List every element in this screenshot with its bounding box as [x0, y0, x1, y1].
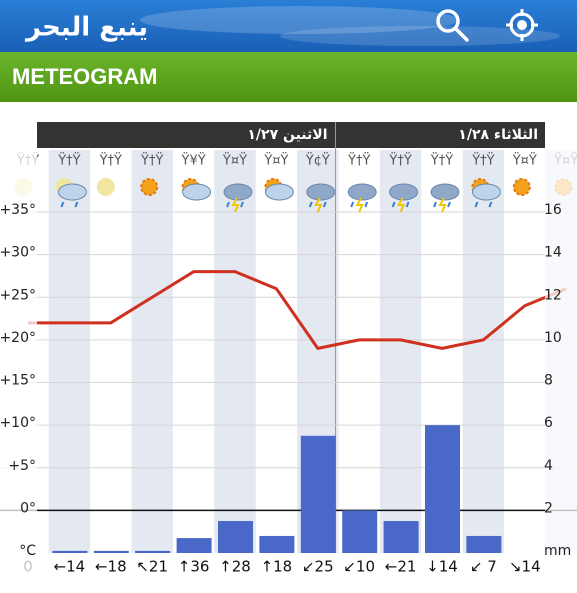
wind-label: ↑18 [261, 558, 293, 576]
weather-icon [512, 178, 531, 196]
locate-button[interactable] [506, 9, 538, 41]
wind-label: ←14 [54, 558, 86, 576]
precip-bar [342, 510, 378, 553]
precip-bar [259, 535, 295, 553]
section-bar [0, 52, 577, 102]
weather-icon [355, 197, 364, 213]
wind-label: ↙ 7 [470, 558, 497, 576]
y2-tick-label: 16 [544, 202, 562, 218]
weather-icon [391, 201, 410, 208]
precip-bar [425, 425, 460, 553]
weather-icon [314, 197, 323, 213]
wind-label: ↑28 [219, 558, 251, 576]
hour-label: Ÿ†Ÿ [57, 153, 80, 169]
weather-icon [433, 201, 451, 208]
hour-label: Ÿ†Ÿ [99, 153, 122, 169]
y2-tick-label: 6 [544, 415, 553, 431]
section-title: METEOGRAM [12, 64, 157, 89]
wind-label: ↙10 [343, 558, 375, 576]
column-stripe [48, 150, 91, 553]
y-tick-label: +35° [0, 202, 36, 218]
day-label: الاثنين ١/٢٧ [247, 127, 327, 143]
y2-tick-label: 4 [544, 458, 553, 474]
hour-label: Ÿ†Ÿ [347, 153, 370, 169]
wind-label: ←21 [385, 558, 417, 576]
wind-label: ↑36 [178, 558, 210, 576]
precip-bar [135, 550, 171, 553]
hour-label: Ÿ¢Ÿ [305, 153, 330, 169]
hour-label: Ÿ†Ÿ [471, 153, 494, 169]
y2-tick-label: 10 [544, 330, 562, 346]
weather-icon [306, 183, 336, 201]
wind-label: ↘14 [509, 558, 541, 576]
weather-icon [430, 183, 460, 201]
precip-bar [300, 435, 336, 553]
hour-label: Ÿ†Ÿ [388, 153, 411, 169]
y2-tick-label: 2 [544, 500, 553, 516]
edge-fade [0, 148, 37, 593]
y-tick-label: +5° [8, 458, 36, 474]
precip-bar [52, 550, 88, 553]
y-tick-label: 0° [20, 500, 36, 516]
weather-icon [474, 201, 493, 208]
hour-label: Ÿ†Ÿ [140, 153, 163, 169]
precip-bar [466, 535, 502, 553]
weather-icon [347, 183, 377, 201]
weather-icon [264, 183, 294, 201]
y-tick-label: +20° [0, 330, 36, 346]
weather-icon [223, 183, 253, 201]
weather-icon [57, 183, 87, 201]
column-stripe [379, 150, 422, 553]
hour-label: Ÿ¤Ÿ [222, 153, 247, 169]
y2-tick-label: 8 [544, 373, 553, 389]
column-stripe [214, 150, 256, 553]
y-tick-label: +15° [0, 373, 36, 389]
hour-label: Ÿ¥Ÿ [181, 153, 206, 169]
weather-icon [438, 197, 447, 213]
weather-icon [396, 197, 406, 213]
hour-label: Ÿ¤Ÿ [263, 153, 288, 169]
y-tick-label: +25° [0, 287, 36, 303]
cloud-decoration [280, 26, 560, 46]
weather-icon [308, 201, 327, 208]
temperature-line [28, 270, 567, 350]
weather-icon [471, 183, 501, 201]
weather-icon [60, 201, 79, 208]
y2-tick-label: 14 [544, 245, 562, 261]
wind-label: ↖21 [136, 558, 168, 576]
column-stripe [131, 150, 173, 553]
hour-label: Ÿ¤Ÿ [512, 153, 537, 169]
weather-icon [226, 201, 244, 208]
wind-label: ↓14 [426, 558, 458, 576]
precip-bar [93, 550, 129, 553]
weather-icon [96, 178, 115, 196]
precip-bar [176, 538, 212, 553]
weather-icon [350, 201, 369, 208]
hour-label: Ÿ†Ÿ [430, 153, 453, 169]
y-tick-label: °C [19, 543, 36, 559]
y-tick-label: +30° [0, 245, 36, 261]
y2-tick-label: 12 [544, 287, 562, 303]
column-stripe [462, 150, 505, 553]
top-bar [0, 0, 577, 52]
precip-bar [218, 521, 253, 553]
search-button[interactable] [436, 9, 469, 42]
precip-bar [383, 521, 419, 553]
city-title: ينبع البحر [24, 13, 148, 43]
wind-label: ↙25 [302, 558, 334, 576]
wind-label: ←18 [95, 558, 127, 576]
day-label: الثلاثاء ١/٢٨ [458, 127, 538, 143]
weather-icon [182, 183, 212, 201]
weather-icon [389, 183, 419, 201]
weather-icon [231, 197, 240, 213]
cloud-decoration [140, 6, 460, 34]
date-bar [37, 122, 545, 148]
edge-fade [545, 148, 577, 593]
y2-tick-label: mm [544, 543, 571, 559]
weather-icon [140, 178, 159, 196]
y-tick-label: +10° [0, 415, 36, 431]
